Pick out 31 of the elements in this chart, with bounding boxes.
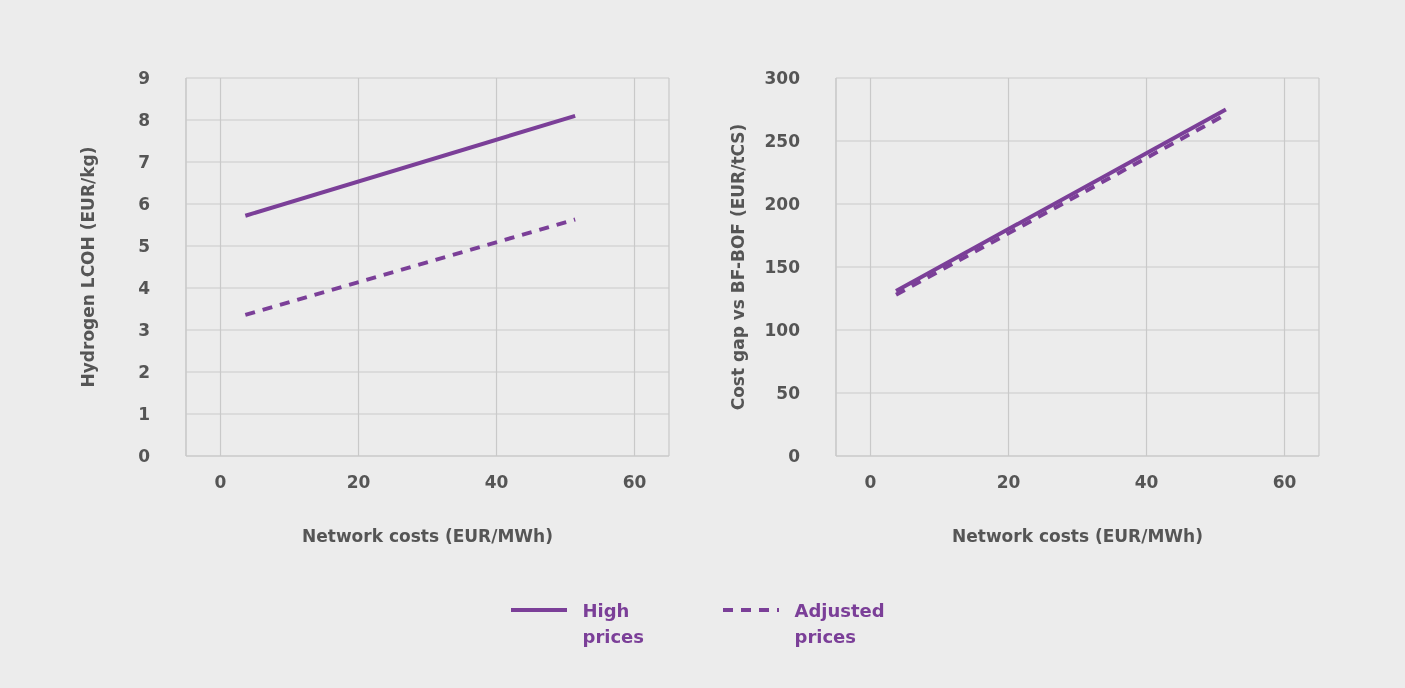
y-axis-title: Cost gap vs BF-BOF (EUR/tCS) (728, 123, 749, 411)
y-tick-label: 250 (764, 131, 801, 152)
y-tick-label: 3 (138, 320, 150, 341)
y-tick-label: 100 (764, 320, 801, 341)
y-tick-label: 0 (138, 446, 151, 467)
y-tick-label: 4 (138, 278, 151, 299)
x-tick-label: 60 (622, 472, 647, 493)
y-tick-label: 6 (138, 194, 150, 215)
x-tick-label: 0 (864, 472, 877, 493)
y-tick-label: 300 (764, 68, 801, 89)
legend-label: High prices (582, 599, 646, 649)
y-tick-label: 8 (138, 110, 150, 131)
x-tick-label: 20 (996, 472, 1021, 493)
y-tick-label: 5 (138, 236, 150, 257)
y-tick-label: 50 (776, 383, 801, 404)
y-tick-label: 7 (138, 152, 150, 173)
x-tick-label: 60 (1272, 472, 1297, 493)
x-tick-label: 40 (484, 472, 509, 493)
legend-label: Adjusted prices (794, 599, 886, 649)
x-tick-label: 40 (1134, 472, 1159, 493)
x-tick-label: 0 (214, 472, 227, 493)
y-tick-label: 2 (138, 362, 150, 383)
y-tick-label: 1 (138, 404, 150, 425)
y-tick-label: 200 (764, 194, 801, 215)
x-tick-label: 20 (346, 472, 371, 493)
y-tick-label: 9 (138, 68, 150, 89)
y-tick-label: 150 (764, 257, 801, 278)
x-axis-title: Network costs (EUR/MWh) (302, 526, 553, 546)
y-axis-title: Hydrogen LCOH (EUR/kg) (78, 146, 99, 388)
y-tick-label: 0 (788, 446, 801, 467)
x-axis-title: Network costs (EUR/MWh) (952, 526, 1203, 546)
